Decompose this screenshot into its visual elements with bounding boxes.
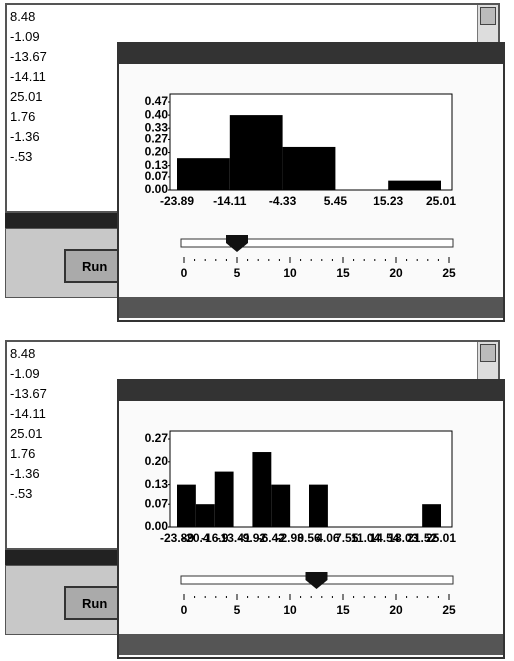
slider-thumb[interactable] [226,235,248,252]
histogram-bar [309,485,328,527]
histogram-bar [196,504,215,527]
list-item: 8.48 [10,344,47,364]
slider-tick-label: 0 [181,603,188,617]
y-tick-label: 0.20 [145,145,169,159]
list-item: 1.76 [10,444,47,464]
x-tick-label: 25.01 [426,531,456,545]
slider-tick-label: 10 [283,266,297,280]
histogram-bar [215,472,234,527]
y-tick-label: 0.13 [145,477,169,491]
list-item: 8.48 [10,7,47,27]
x-tick-label: -4.33 [269,194,297,208]
y-tick-label: 0.20 [145,454,169,468]
y-tick-label: 0.47 [145,94,169,108]
list-item: 25.01 [10,87,47,107]
histogram-bar [388,181,441,190]
x-tick-label: 5.45 [324,194,348,208]
histogram-chart: 0.000.070.130.200.27-23.89-20.4-16.9-13.… [119,401,503,655]
list-item: -14.11 [10,67,47,87]
histogram-bar [177,158,230,190]
list-item: -1.36 [10,127,47,147]
list-item: -.53 [10,147,47,167]
title-bar [119,44,503,64]
list-item: -13.67 [10,47,47,67]
histogram-chart: 0.000.070.130.200.270.330.400.47-23.89-1… [119,64,503,318]
list-item: -.53 [10,484,47,504]
page: (() => { const data = JSON.parse(documen… [0,0,514,661]
y-tick-label: 0.33 [145,120,169,134]
y-tick-label: 0.13 [145,158,169,172]
scroll-up [480,7,496,25]
list-item: 25.01 [10,424,47,444]
slider-track [181,239,453,247]
slider-tick-label: 15 [336,603,350,617]
x-tick-label: 15.23 [373,194,403,208]
slider-tick-label: 5 [234,266,241,280]
x-tick-label: 25.01 [426,194,456,208]
histogram-bar [271,485,290,527]
list-item: -1.09 [10,27,47,47]
histogram-bar [177,485,196,527]
y-tick-label: 0.27 [145,431,169,445]
slider-tick-label: 25 [442,603,456,617]
list-item: -1.36 [10,464,47,484]
histogram-bar [252,452,271,527]
slider-tick-label: 20 [389,603,403,617]
slider-thumb[interactable] [306,572,328,589]
title-bar [119,381,503,401]
y-tick-label: 0.40 [145,107,169,121]
slider-tick-label: 0 [181,266,188,280]
histogram-bar [422,504,441,527]
list-item: -14.11 [10,404,47,424]
x-tick-label: -14.11 [213,194,247,208]
slider-tick-label: 15 [336,266,350,280]
slider-tick-label: 10 [283,603,297,617]
histogram-bar [230,115,283,190]
scroll-up [480,344,496,362]
status-bar [119,297,503,318]
status-bar [119,634,503,655]
histogram-bar [283,147,336,190]
slider-tick-label: 20 [389,266,403,280]
list-item: -1.09 [10,364,47,384]
x-tick-label: -23.89 [160,194,194,208]
slider-tick-label: 25 [442,266,456,280]
slider-tick-label: 5 [234,603,241,617]
y-tick-label: 0.07 [145,496,169,510]
list-item: -13.67 [10,384,47,404]
list-item: 1.76 [10,107,47,127]
